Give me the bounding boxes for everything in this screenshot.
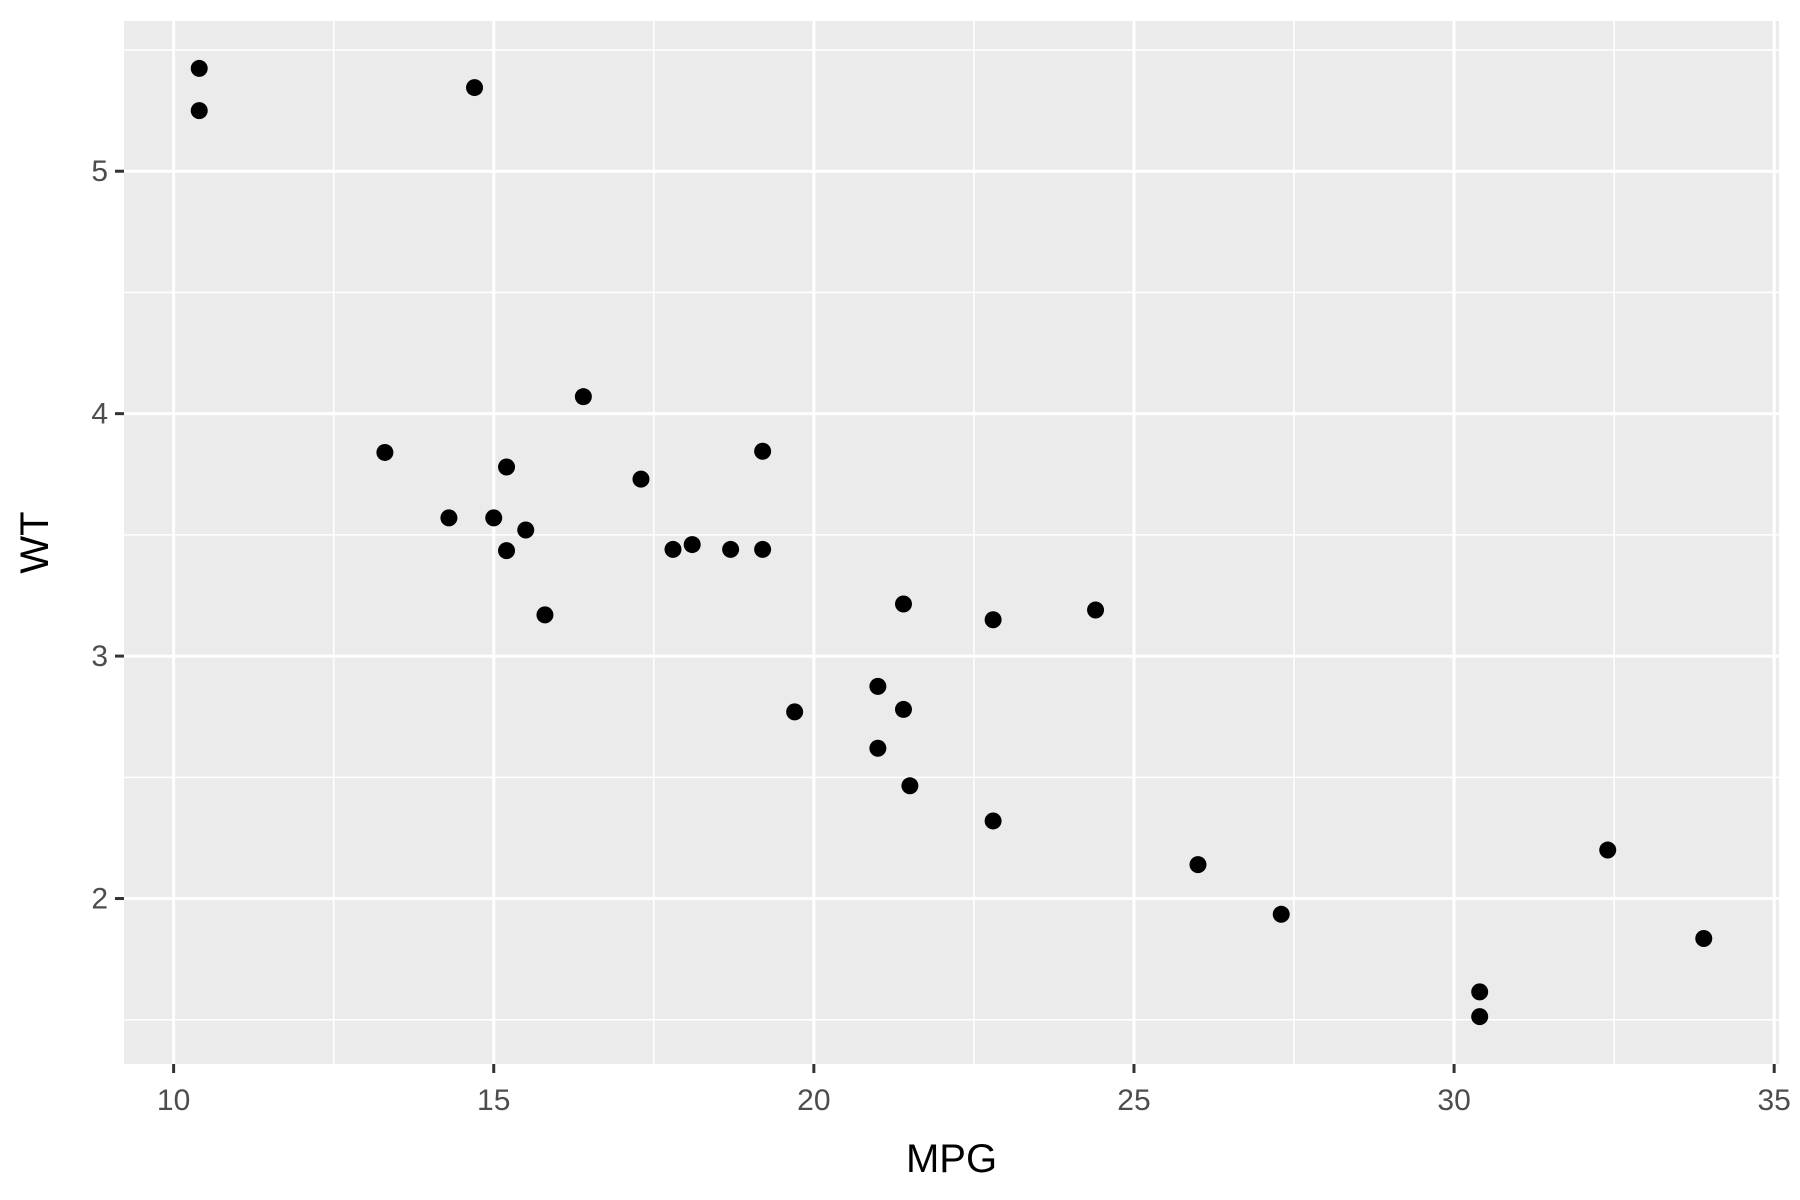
data-point bbox=[1272, 905, 1290, 923]
y-tick-label: 2 bbox=[91, 883, 108, 916]
x-tick-label: 35 bbox=[1758, 1084, 1791, 1117]
data-point bbox=[498, 458, 516, 476]
x-tick-label: 10 bbox=[157, 1084, 190, 1117]
data-point bbox=[894, 595, 912, 613]
data-point bbox=[536, 606, 554, 624]
data-point bbox=[498, 542, 516, 560]
data-point bbox=[869, 739, 887, 757]
data-point bbox=[683, 536, 701, 554]
x-tick-label: 20 bbox=[797, 1084, 830, 1117]
data-point bbox=[190, 59, 208, 77]
data-point bbox=[786, 703, 804, 721]
data-point bbox=[894, 700, 912, 718]
grid-lines bbox=[124, 21, 1779, 1064]
data-point bbox=[190, 102, 208, 120]
x-tick-label: 15 bbox=[477, 1084, 510, 1117]
data-point bbox=[984, 812, 1002, 830]
data-point bbox=[632, 470, 650, 488]
axis-ticks: 10 15 20 25 30 35 2 3 4 5 bbox=[91, 155, 1791, 1117]
y-tick-label: 3 bbox=[91, 640, 108, 673]
data-point bbox=[440, 509, 458, 527]
data-points bbox=[190, 59, 1713, 1026]
data-point bbox=[754, 540, 772, 558]
data-point bbox=[517, 521, 535, 539]
data-point bbox=[1471, 983, 1489, 1001]
data-point bbox=[1599, 841, 1617, 859]
y-tick-label: 5 bbox=[91, 155, 108, 188]
data-point bbox=[485, 509, 503, 527]
data-point bbox=[722, 540, 740, 558]
data-point bbox=[901, 777, 919, 795]
y-axis-title: WT bbox=[13, 511, 57, 573]
data-point bbox=[754, 442, 772, 460]
x-tick-label: 30 bbox=[1437, 1084, 1470, 1117]
data-point bbox=[984, 611, 1002, 629]
data-point bbox=[664, 540, 682, 558]
y-tick-label: 4 bbox=[91, 398, 108, 431]
data-point bbox=[376, 443, 394, 461]
data-point bbox=[1189, 856, 1207, 874]
plot-panel bbox=[124, 21, 1779, 1064]
data-point bbox=[466, 79, 484, 97]
x-tick-label: 25 bbox=[1117, 1084, 1150, 1117]
x-axis-title: MPG bbox=[906, 1137, 997, 1181]
data-point bbox=[1695, 930, 1713, 948]
data-point bbox=[869, 677, 887, 695]
data-point bbox=[1471, 1008, 1489, 1026]
data-point bbox=[1087, 601, 1105, 619]
data-point bbox=[574, 388, 592, 406]
